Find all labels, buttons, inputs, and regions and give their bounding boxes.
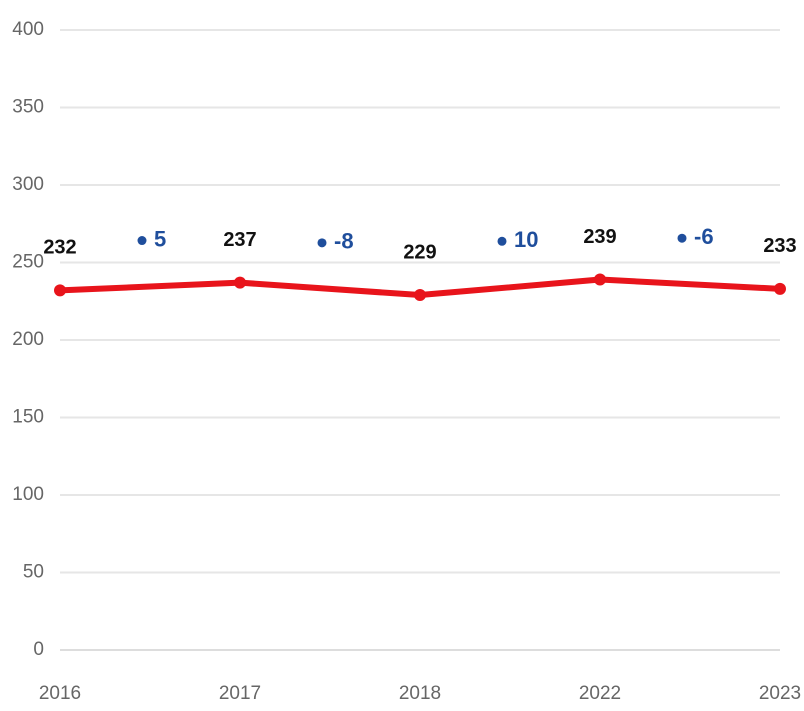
change-dot	[677, 233, 687, 243]
y-tick-label: 400	[12, 19, 44, 40]
change-dot	[497, 236, 507, 246]
y-tick-label: 0	[33, 639, 44, 660]
data-label: 229	[403, 241, 436, 263]
change-label: 5	[154, 226, 166, 251]
y-tick-label: 150	[12, 407, 44, 428]
point	[234, 276, 246, 289]
change-label: -6	[694, 224, 714, 249]
x-tick-label: 2018	[399, 683, 441, 704]
point	[54, 284, 66, 297]
y-tick-label: 350	[12, 97, 44, 118]
y-tick-label: 250	[12, 252, 44, 273]
point	[414, 289, 426, 302]
y-tick-label: 300	[12, 174, 44, 195]
data-label: 239	[583, 226, 616, 248]
data-label: 232	[43, 237, 76, 259]
x-tick-label: 2017	[219, 683, 261, 704]
y-tick-label: 200	[12, 329, 44, 350]
change-dot	[137, 236, 147, 246]
y-tick-label: 50	[23, 562, 44, 583]
x-tick-label: 2016	[39, 683, 81, 704]
data-label: 237	[223, 229, 256, 251]
y-tick-label: 100	[12, 484, 44, 505]
point	[594, 273, 606, 286]
change-label: 10	[514, 227, 538, 252]
data-label: 233	[763, 235, 796, 257]
change-label: -8	[334, 229, 354, 254]
x-tick-label: 2022	[579, 683, 621, 704]
point	[774, 282, 786, 295]
change-dot	[317, 238, 327, 248]
x-tick-label: 2023	[759, 683, 801, 704]
